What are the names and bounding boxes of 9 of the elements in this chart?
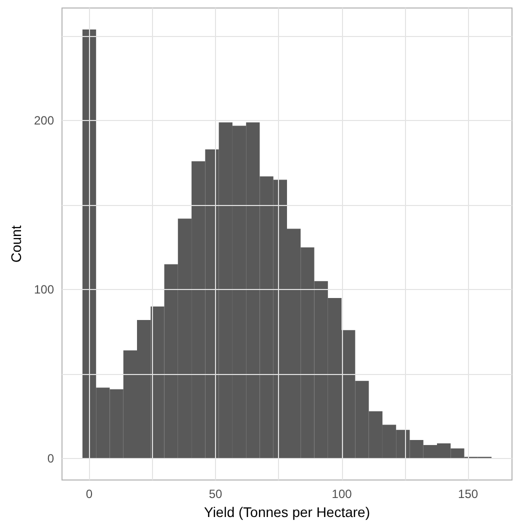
y-axis-title: Count	[8, 225, 24, 263]
x-tick-label: 100	[332, 487, 352, 501]
x-axis-title: Yield (Tonnes per Hectare)	[204, 504, 370, 520]
x-tick-label: 0	[86, 487, 93, 501]
y-tick-label: 200	[34, 114, 54, 128]
x-tick-label: 150	[458, 487, 478, 501]
y-tick-label: 0	[47, 452, 54, 466]
x-tick-label: 50	[208, 487, 223, 501]
y-tick-label: 100	[34, 282, 54, 297]
